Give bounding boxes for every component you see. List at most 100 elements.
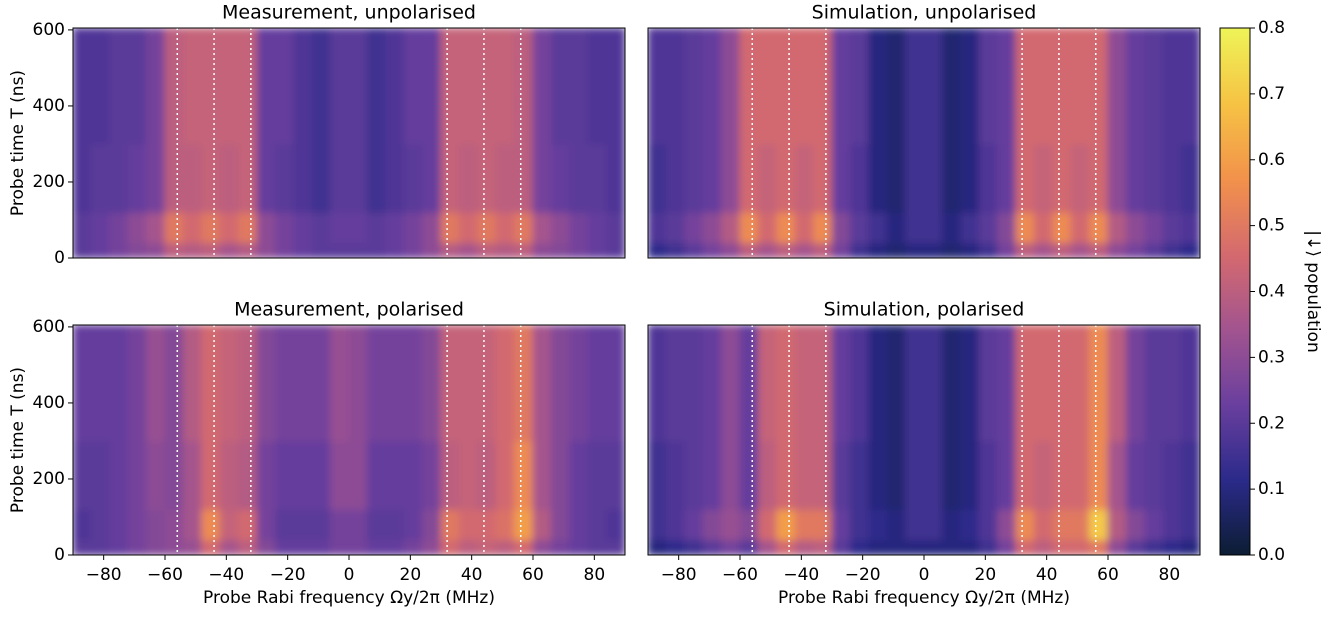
heatmap-cell bbox=[440, 440, 460, 510]
heatmap-cell bbox=[960, 143, 980, 213]
heatmap-cell bbox=[146, 28, 166, 145]
heatmap-cell bbox=[366, 211, 387, 244]
heatmap-cell bbox=[665, 539, 686, 555]
heatmap-cell bbox=[1070, 28, 1091, 145]
heatmap-inner bbox=[73, 325, 625, 555]
heatmap-cell bbox=[1181, 440, 1200, 510]
heatmap-cell bbox=[1144, 325, 1164, 442]
heatmap-cell bbox=[514, 440, 534, 510]
heatmap-cell bbox=[868, 143, 888, 213]
heatmap-cell bbox=[1125, 440, 1146, 510]
heatmap-cell bbox=[256, 325, 276, 442]
heatmap-cell bbox=[721, 242, 741, 258]
heatmap-cell bbox=[1162, 143, 1183, 213]
heatmap-cell bbox=[458, 508, 479, 541]
heatmap-cell bbox=[146, 440, 166, 510]
heatmap-cell bbox=[684, 539, 704, 555]
heatmap-cell bbox=[960, 508, 980, 541]
heatmap-cell bbox=[238, 28, 258, 145]
heatmap-cell bbox=[201, 28, 221, 145]
heatmap-cell bbox=[757, 211, 778, 244]
heatmap-cell bbox=[127, 143, 148, 213]
heatmap-cell bbox=[182, 440, 203, 510]
heatmap-cell bbox=[311, 211, 332, 244]
heatmap-cell bbox=[905, 211, 925, 244]
heatmap-cell bbox=[146, 242, 166, 258]
heatmap-cell bbox=[776, 242, 796, 258]
heatmap-cell bbox=[587, 143, 608, 213]
heatmap-cell bbox=[256, 211, 276, 244]
heatmap-cell bbox=[1125, 539, 1146, 555]
heatmap-cell bbox=[1070, 539, 1091, 555]
heatmap-cell bbox=[868, 211, 888, 244]
panel-title: Measurement, polarised bbox=[234, 299, 464, 321]
heatmap-cell bbox=[90, 143, 111, 213]
heatmap-cell bbox=[550, 440, 571, 510]
x-tick-label: −80 bbox=[86, 565, 122, 585]
x-tick-label: −20 bbox=[270, 565, 306, 585]
heatmap-cell bbox=[739, 539, 759, 555]
heatmap-cell bbox=[201, 143, 221, 213]
heatmap-cell bbox=[90, 211, 111, 244]
heatmap-cell bbox=[422, 440, 442, 510]
heatmap-cell bbox=[721, 211, 741, 244]
heatmap-cell bbox=[1144, 211, 1164, 244]
heatmap-cell bbox=[1089, 508, 1109, 541]
heatmap-cell bbox=[1107, 28, 1127, 145]
heatmap-cell bbox=[73, 539, 92, 555]
heatmap-cell bbox=[721, 440, 741, 510]
heatmap-cell bbox=[1162, 242, 1183, 258]
heatmap-cell bbox=[923, 508, 943, 541]
heatmap-cell bbox=[868, 440, 888, 510]
heatmap-cell bbox=[219, 211, 240, 244]
heatmap-cell bbox=[997, 143, 1017, 213]
heatmap-cell bbox=[569, 508, 589, 541]
heatmap-cell bbox=[721, 143, 741, 213]
heatmap-cell bbox=[274, 440, 295, 510]
heatmap-cell bbox=[514, 325, 534, 442]
heatmap-cell bbox=[1107, 539, 1127, 555]
x-tick-label: −80 bbox=[661, 565, 697, 585]
heatmap-cell bbox=[923, 539, 943, 555]
heatmap-cell bbox=[1033, 143, 1054, 213]
heatmap-cell bbox=[256, 440, 276, 510]
heatmap-cell bbox=[1089, 440, 1109, 510]
heatmap-cell bbox=[201, 508, 221, 541]
heatmap-cell bbox=[274, 143, 295, 213]
heatmap-cell bbox=[794, 325, 815, 442]
heatmap-cell bbox=[978, 28, 999, 145]
heatmap-cell bbox=[1033, 242, 1054, 258]
heatmap-cell bbox=[514, 143, 534, 213]
heatmap-cell bbox=[182, 325, 203, 442]
colorbar-label: |↓⟩ population bbox=[1303, 230, 1323, 352]
heatmap-cell bbox=[606, 508, 625, 541]
heatmap-inner bbox=[648, 325, 1200, 555]
heatmap-cell bbox=[1181, 211, 1200, 244]
heatmap-cell bbox=[831, 242, 851, 258]
heatmap-cell bbox=[569, 242, 589, 258]
heatmap-cell bbox=[941, 325, 962, 442]
heatmap-cell bbox=[794, 539, 815, 555]
heatmap-cell bbox=[422, 28, 442, 145]
heatmap-cell bbox=[293, 28, 313, 145]
colorbar bbox=[1219, 27, 1251, 556]
heatmap-cell bbox=[1070, 440, 1091, 510]
heatmap-cell bbox=[219, 325, 240, 442]
heatmap-cell bbox=[495, 28, 516, 145]
heatmap-cell bbox=[606, 325, 625, 442]
heatmap-cell bbox=[201, 539, 221, 555]
heatmap-cell bbox=[164, 508, 184, 541]
heatmap-cell bbox=[978, 211, 999, 244]
heatmap-cell bbox=[403, 539, 424, 555]
heatmap-cell bbox=[569, 211, 589, 244]
heatmap-cell bbox=[514, 539, 534, 555]
heatmap-cell bbox=[648, 211, 667, 244]
heatmap-cell bbox=[941, 211, 962, 244]
heatmap-cell bbox=[702, 508, 723, 541]
heatmap-cell bbox=[849, 440, 870, 510]
x-axis-label: Probe Rabi frequency Ωy/2π (MHz) bbox=[778, 588, 1070, 608]
heatmap-cell bbox=[458, 242, 479, 258]
heatmap-cell bbox=[831, 143, 851, 213]
heatmap-cell bbox=[477, 143, 497, 213]
heatmap-cell bbox=[532, 143, 552, 213]
